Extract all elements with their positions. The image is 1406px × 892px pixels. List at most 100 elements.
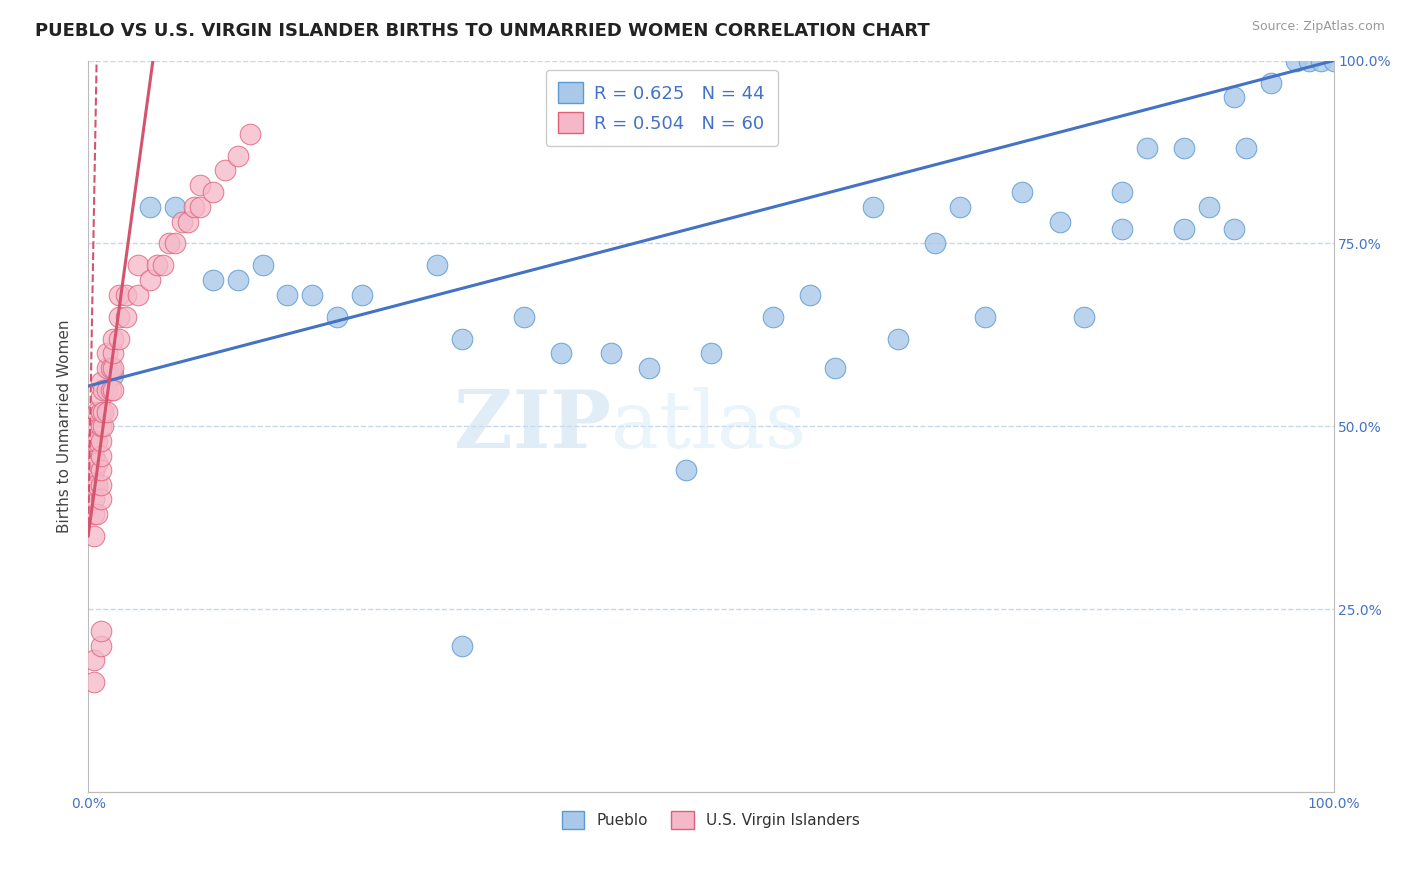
Point	[101, 368, 124, 383]
Point	[91, 419, 114, 434]
Point	[450, 332, 472, 346]
Point	[100, 383, 122, 397]
Point	[924, 236, 946, 251]
Point	[1322, 54, 1344, 68]
Point	[90, 639, 112, 653]
Point	[1049, 214, 1071, 228]
Point	[799, 287, 821, 301]
Point	[513, 310, 536, 324]
Point	[101, 360, 124, 375]
Point	[114, 287, 136, 301]
Point	[86, 405, 108, 419]
Point	[183, 200, 205, 214]
Text: PUEBLO VS U.S. VIRGIN ISLANDER BIRTHS TO UNMARRIED WOMEN CORRELATION CHART: PUEBLO VS U.S. VIRGIN ISLANDER BIRTHS TO…	[35, 22, 929, 40]
Point	[100, 360, 122, 375]
Point	[101, 332, 124, 346]
Point	[862, 200, 884, 214]
Legend: Pueblo, U.S. Virgin Islanders: Pueblo, U.S. Virgin Islanders	[555, 805, 866, 836]
Point	[157, 236, 180, 251]
Point	[301, 287, 323, 301]
Point	[1260, 76, 1282, 90]
Point	[1223, 90, 1246, 104]
Point	[1111, 186, 1133, 200]
Point	[90, 492, 112, 507]
Point	[352, 287, 374, 301]
Point	[86, 478, 108, 492]
Point	[165, 236, 187, 251]
Point	[973, 310, 995, 324]
Point	[214, 163, 236, 178]
Point	[83, 675, 105, 690]
Point	[1073, 310, 1095, 324]
Point	[1298, 54, 1320, 68]
Text: atlas: atlas	[612, 387, 806, 466]
Y-axis label: Births to Unmarried Women: Births to Unmarried Women	[58, 319, 72, 533]
Point	[1136, 141, 1159, 155]
Point	[276, 287, 298, 301]
Point	[139, 200, 162, 214]
Point	[1285, 54, 1308, 68]
Point	[86, 507, 108, 521]
Point	[108, 332, 131, 346]
Point	[637, 360, 659, 375]
Point	[886, 332, 908, 346]
Point	[165, 200, 187, 214]
Point	[450, 639, 472, 653]
Point	[86, 456, 108, 470]
Point	[83, 653, 105, 667]
Point	[226, 149, 249, 163]
Point	[83, 507, 105, 521]
Point	[188, 178, 211, 192]
Point	[1223, 222, 1246, 236]
Point	[426, 259, 449, 273]
Point	[91, 383, 114, 397]
Point	[1198, 200, 1220, 214]
Point	[145, 259, 167, 273]
Point	[90, 434, 112, 448]
Point	[90, 449, 112, 463]
Point	[83, 419, 105, 434]
Point	[201, 186, 224, 200]
Point	[252, 259, 274, 273]
Point	[326, 310, 349, 324]
Point	[188, 200, 211, 214]
Point	[90, 376, 112, 390]
Point	[152, 259, 174, 273]
Point	[90, 463, 112, 477]
Point	[675, 463, 697, 477]
Point	[96, 405, 118, 419]
Point	[177, 214, 200, 228]
Point	[239, 127, 262, 141]
Point	[90, 624, 112, 638]
Point	[1173, 222, 1195, 236]
Point	[96, 383, 118, 397]
Point	[226, 273, 249, 287]
Point	[91, 405, 114, 419]
Point	[83, 529, 105, 543]
Point	[139, 273, 162, 287]
Point	[108, 310, 131, 324]
Point	[83, 492, 105, 507]
Point	[86, 434, 108, 448]
Point	[114, 310, 136, 324]
Point	[600, 346, 623, 360]
Point	[550, 346, 572, 360]
Point	[201, 273, 224, 287]
Point	[90, 405, 112, 419]
Point	[700, 346, 723, 360]
Point	[83, 434, 105, 448]
Point	[762, 310, 785, 324]
Point	[824, 360, 846, 375]
Point	[1111, 222, 1133, 236]
Point	[108, 287, 131, 301]
Point	[83, 478, 105, 492]
Point	[127, 259, 149, 273]
Point	[127, 287, 149, 301]
Point	[96, 346, 118, 360]
Point	[1310, 54, 1333, 68]
Point	[83, 449, 105, 463]
Point	[949, 200, 972, 214]
Point	[101, 383, 124, 397]
Text: Source: ZipAtlas.com: Source: ZipAtlas.com	[1251, 20, 1385, 33]
Point	[1011, 186, 1033, 200]
